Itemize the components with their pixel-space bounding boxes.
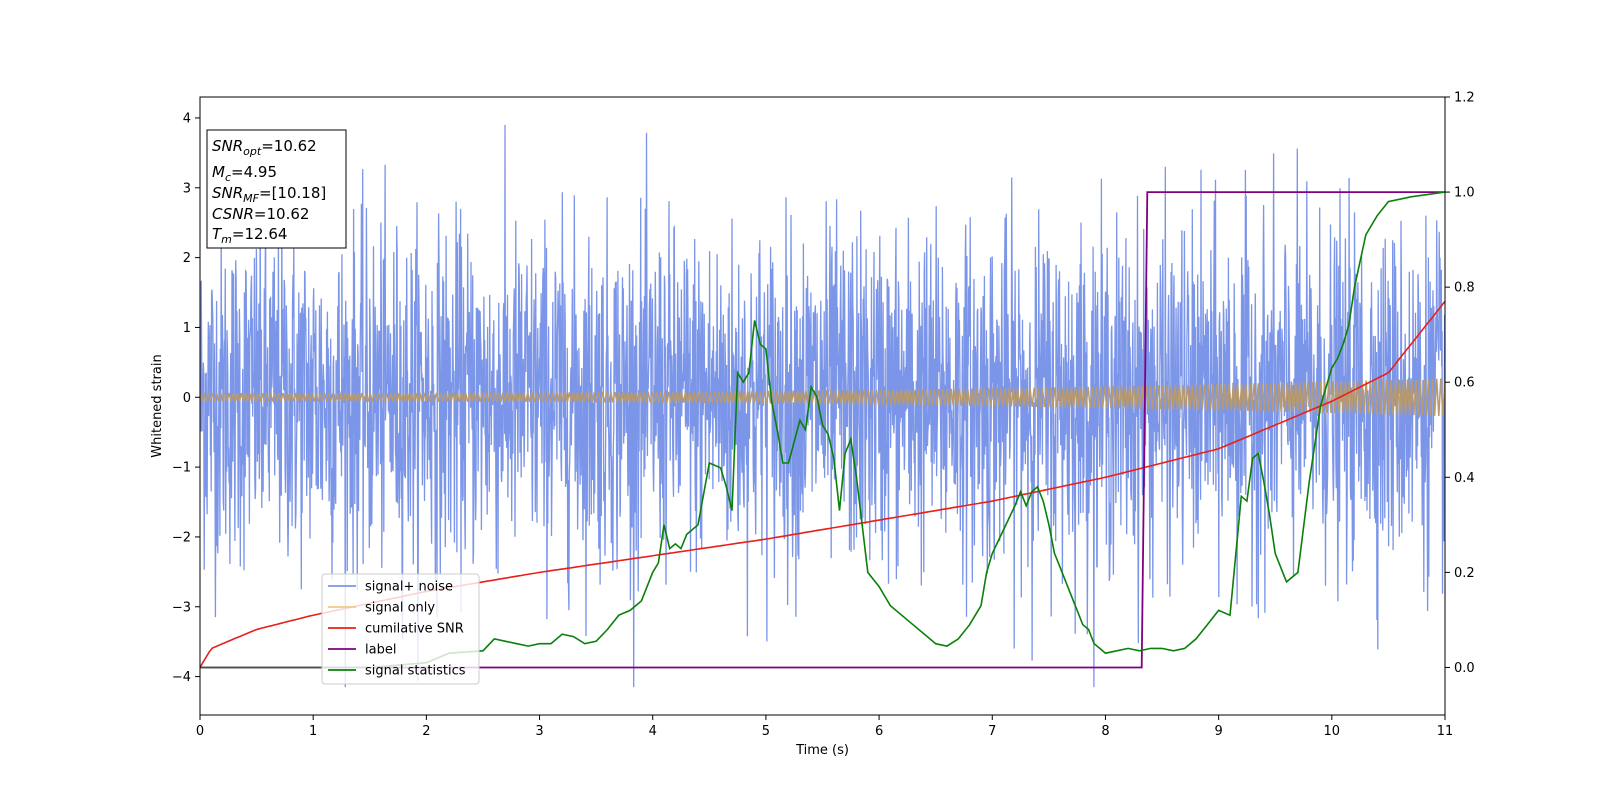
- info-line-value: =4.95: [231, 163, 277, 181]
- legend-label: cumilative SNR: [365, 622, 464, 637]
- right-y-tick-label: 0.0: [1454, 661, 1475, 676]
- info-line-value: =[10.18]: [259, 184, 326, 202]
- legend-frame: [321, 573, 480, 685]
- info-line: Mc=4.95: [212, 163, 277, 184]
- x-tick-label: 4: [649, 724, 657, 739]
- x-tick-label: 8: [1101, 724, 1109, 739]
- series-signal-statistics: [200, 191, 1445, 669]
- info-line-value: =12.64: [232, 225, 288, 243]
- left-y-axis: −4 −3 −2 −1 0 1 2 3 4: [172, 111, 200, 685]
- info-line-symbol: SNR: [212, 137, 243, 155]
- x-tick-label: 2: [422, 724, 430, 739]
- y-tick-label: −3: [172, 600, 191, 615]
- x-tick-label: 7: [988, 724, 996, 739]
- legend: signal+ noise signal only cumilative SNR la…: [321, 573, 480, 685]
- info-line: Tm=12.64: [212, 225, 287, 246]
- x-tick-label: 0: [196, 724, 204, 739]
- right-y-axis: 0.0 0.2 0.4 0.6 0.8 1.0 1.2: [1445, 91, 1475, 676]
- right-y-tick-label: 1.2: [1454, 91, 1475, 106]
- info-line-subscript: m: [221, 233, 232, 246]
- legend-label: signal+ noise: [365, 580, 453, 595]
- info-box: SNRopt=10.62Mc=4.95SNRMF=[10.18]CSNR=10.…: [206, 129, 347, 249]
- x-tick-label: 5: [762, 724, 770, 739]
- right-y-tick-label: 0.8: [1454, 281, 1475, 296]
- info-line-subscript: c: [225, 171, 231, 184]
- y-tick-label: −1: [172, 461, 191, 476]
- y-tick-label: 3: [183, 181, 191, 196]
- info-line-value: =10.62: [261, 137, 317, 155]
- plot-frame: [199, 96, 1446, 716]
- info-line: SNRopt=10.62: [212, 137, 317, 158]
- info-line-subscript: opt: [243, 145, 262, 158]
- right-y-tick-label: 0.2: [1454, 566, 1475, 581]
- y-tick-label: 2: [183, 251, 191, 266]
- series-label: [200, 191, 1445, 669]
- legend-label: signal only: [365, 601, 435, 616]
- x-tick-label: 3: [535, 724, 543, 739]
- x-tick-label: 1: [309, 724, 317, 739]
- y-tick-label: −2: [172, 530, 191, 545]
- info-line: SNRMF=[10.18]: [212, 184, 326, 205]
- x-tick-label: 9: [1214, 724, 1222, 739]
- info-line-value: =10.62: [254, 205, 310, 223]
- x-tick-label: 11: [1437, 724, 1454, 739]
- info-line-symbol: CSNR: [212, 205, 254, 223]
- legend-label: label: [365, 643, 396, 658]
- y-tick-label: 0: [183, 391, 191, 406]
- x-tick-label: 6: [875, 724, 883, 739]
- x-tick-label: 10: [1324, 724, 1341, 739]
- y-tick-label: 4: [183, 111, 191, 126]
- info-line-symbol: SNR: [212, 184, 243, 202]
- series-signal-only: [200, 378, 1445, 417]
- y-tick-label: −4: [172, 670, 191, 685]
- right-y-tick-label: 1.0: [1454, 186, 1475, 201]
- info-line-symbol: T: [212, 225, 223, 243]
- right-y-tick-label: 0.6: [1454, 376, 1475, 391]
- y-tick-label: 1: [183, 321, 191, 336]
- info-line: CSNR=10.62: [212, 205, 309, 223]
- x-axis-label: Time (s): [795, 743, 849, 758]
- right-y-tick-label: 0.4: [1454, 471, 1475, 486]
- left-y-axis-label: Whitened strain: [150, 354, 165, 457]
- legend-label: signal statistics: [365, 664, 466, 679]
- x-axis: 0 1 2 3 4 5 6 7 8 9 10 11: [196, 715, 1453, 739]
- info-line-symbol: M: [212, 163, 225, 181]
- info-box-frame: [206, 129, 347, 249]
- info-line-subscript: MF: [243, 192, 259, 205]
